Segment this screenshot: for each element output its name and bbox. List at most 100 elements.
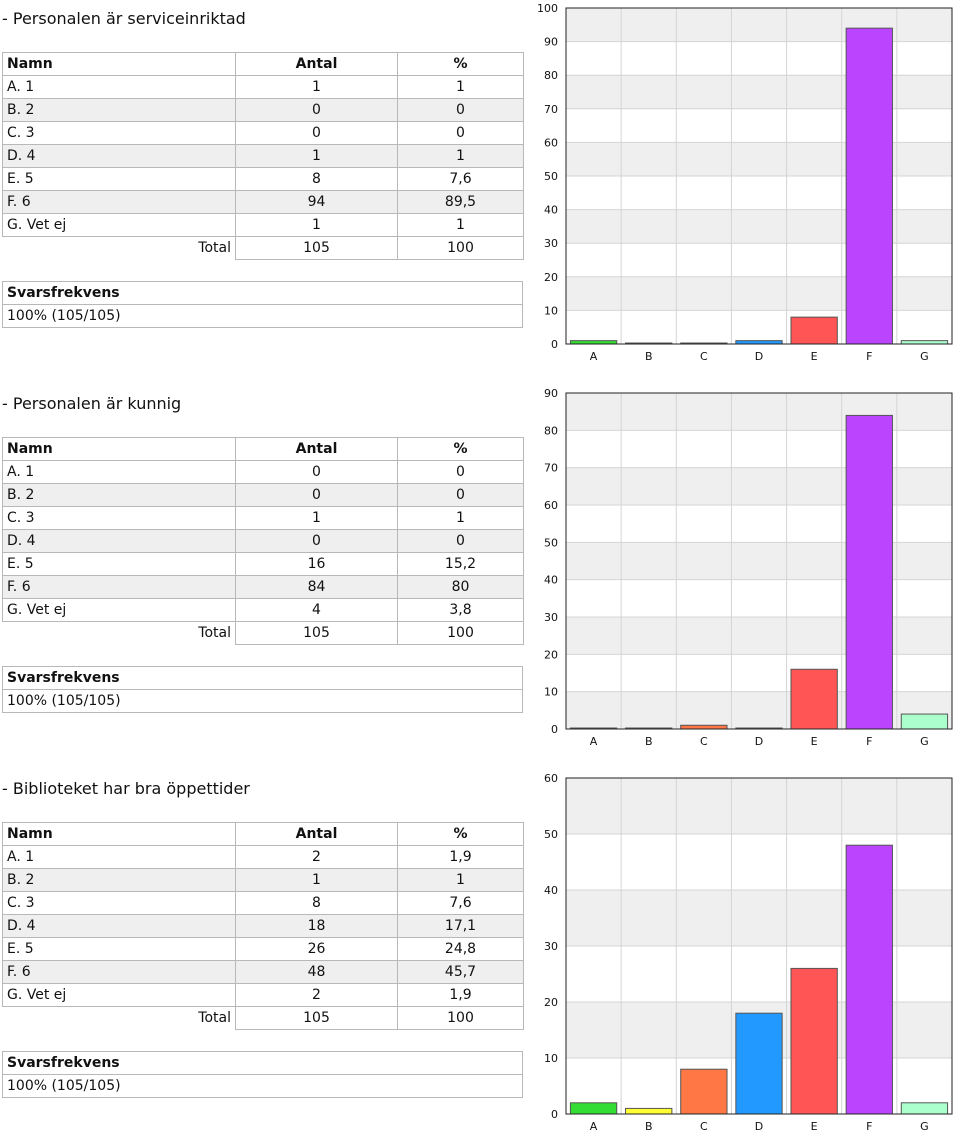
table-row: G. Vet ej 4 3,8 [2,598,524,622]
y-tick-label: 40 [544,574,558,587]
total-label: Total [2,236,236,260]
table-row: F. 6 48 45,7 [2,960,524,984]
row-count: 0 [235,98,398,122]
response-rate-label: Svarsfrekvens [2,1051,523,1075]
y-tick-label: 10 [544,686,558,699]
y-tick-label: 0 [551,338,558,351]
total-count: 105 [235,621,398,645]
row-name: A. 1 [2,845,236,869]
row-name: F. 6 [2,190,236,214]
bar-d [735,340,783,345]
table-total-row: Total 105 100 [2,621,524,645]
grid-band [566,430,952,468]
response-rate-value: 100% (105/105) [2,689,523,713]
row-name: G. Vet ej [2,598,236,622]
bar-e [790,316,838,345]
grid-band [566,75,952,109]
grid-band [566,542,952,580]
row-name: B. 2 [2,98,236,122]
grid-band [566,209,952,244]
table-row: E. 5 26 24,8 [2,937,524,961]
row-name: A. 1 [2,460,236,484]
table-row: A. 1 2 1,9 [2,845,524,869]
total-percent: 100 [397,1006,524,1030]
row-percent: 1 [397,506,524,530]
y-tick-label: 20 [544,271,558,284]
bar-f [845,27,893,345]
row-name: D. 4 [2,144,236,168]
row-count: 0 [235,529,398,553]
row-name: C. 3 [2,121,236,145]
bar-a [569,340,618,345]
x-tick-label: E [811,735,818,748]
plot-frame [565,392,953,730]
bar-c [680,724,728,730]
row-count: 26 [235,937,398,961]
row-percent: 1 [397,213,524,237]
grid-band [566,778,952,834]
bar-chart: 0 10 20 30 40 50 60 A B C D E F G [544,772,953,1133]
row-count: 4 [235,598,398,622]
x-tick-label: G [920,735,929,748]
grid-band [566,834,952,890]
table-header-row: Namn Antal % [2,437,524,461]
row-name: F. 6 [2,575,236,599]
grid-band [566,8,952,42]
row-count: 48 [235,960,398,984]
row-percent: 15,2 [397,552,524,576]
row-count: 94 [235,190,398,214]
table-row: F. 6 94 89,5 [2,190,524,214]
grid-band [566,505,952,543]
y-tick-label: 100 [537,2,558,15]
y-tick-label: 90 [544,36,558,49]
row-percent: 1,9 [397,845,524,869]
grid-band [566,393,952,431]
y-tick-label: 50 [544,828,558,841]
row-name: G. Vet ej [2,213,236,237]
column-header-percent: % [397,822,524,846]
row-percent: 3,8 [397,598,524,622]
grid-band [566,467,952,505]
row-percent: 45,7 [397,960,524,984]
table-header-row: Namn Antal % [2,822,524,846]
x-tick-label: B [645,350,653,363]
row-name: G. Vet ej [2,983,236,1007]
bar-chart: 0 10 20 30 40 50 60 70 80 90 100 A B C D E F G [537,2,953,363]
y-tick-label: 50 [544,170,558,183]
row-percent: 0 [397,460,524,484]
row-percent: 7,6 [397,891,524,915]
row-count: 1 [235,75,398,99]
y-tick-label: 30 [544,237,558,250]
grid-band [566,108,952,143]
grid-band [566,276,952,311]
response-rate-table: Svarsfrekvens 100% (105/105) [2,666,523,713]
row-count: 0 [235,483,398,507]
response-rate-label: Svarsfrekvens [2,281,523,305]
y-tick-label: 0 [551,723,558,736]
row-name: F. 6 [2,960,236,984]
row-name: E. 5 [2,937,236,961]
table-row: C. 3 8 7,6 [2,891,524,915]
total-label: Total [2,621,236,645]
x-tick-label: E [811,1120,818,1133]
question-section-1: - Personalen är serviceinriktad Namn Ant… [0,0,960,370]
y-tick-label: 90 [544,387,558,400]
column-header-count: Antal [235,822,398,846]
y-tick-label: 20 [544,996,558,1009]
grid-band [566,142,952,176]
y-tick-label: 40 [544,884,558,897]
row-count: 84 [235,575,398,599]
table-row: D. 4 18 17,1 [2,914,524,938]
row-count: 16 [235,552,398,576]
bar-g [900,1102,949,1115]
x-tick-label: D [755,350,763,363]
y-tick-label: 50 [544,536,558,549]
total-count: 105 [235,236,398,260]
